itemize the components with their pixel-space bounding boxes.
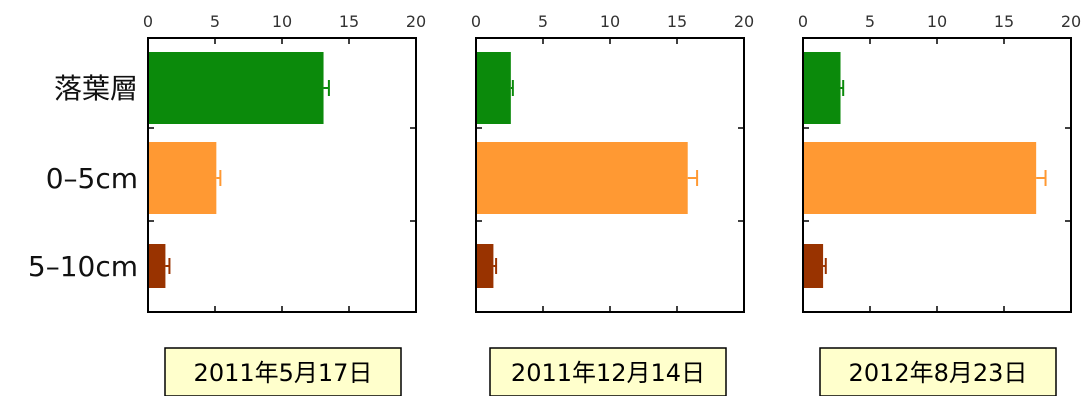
bar — [803, 142, 1037, 214]
x-tick-label: 20 — [406, 12, 426, 31]
x-tick-label: 10 — [600, 12, 620, 31]
bar — [148, 52, 324, 124]
bar — [476, 52, 511, 124]
x-tick-label: 0 — [798, 12, 808, 31]
x-tick-label: 15 — [667, 12, 687, 31]
chart-panel: 0 5 10 15 20 2011年5月17日 — [143, 12, 426, 396]
x-tick-label: 10 — [927, 12, 947, 31]
date-label: 2011年12月14日 — [511, 359, 705, 387]
chart-panel: 0 5 10 15 20 2011年12月14日 — [471, 12, 754, 396]
bar — [476, 142, 688, 214]
bar — [476, 244, 494, 288]
x-tick-label: 5 — [538, 12, 548, 31]
x-tick-label: 5 — [865, 12, 875, 31]
date-label: 2011年5月17日 — [194, 359, 373, 387]
x-tick-label: 15 — [994, 12, 1014, 31]
x-tick-label: 20 — [734, 12, 754, 31]
bar — [148, 142, 217, 214]
x-tick-label: 20 — [1061, 12, 1081, 31]
x-tick-label: 0 — [143, 12, 153, 31]
bar — [148, 244, 166, 288]
date-label-box — [164, 347, 402, 396]
bar — [803, 244, 824, 288]
category-label: 5–10cm — [28, 250, 138, 283]
date-label-box — [489, 347, 727, 396]
category-label: 0–5cm — [46, 162, 138, 195]
x-tick-label: 10 — [272, 12, 292, 31]
date-label: 2012年8月23日 — [849, 359, 1028, 387]
x-tick-label: 0 — [471, 12, 481, 31]
bar — [803, 52, 841, 124]
chart-panel: 0 5 10 15 20 2012年8月23日 — [798, 12, 1081, 396]
date-label-box — [819, 347, 1057, 396]
category-label: 落葉層 — [54, 72, 138, 105]
x-tick-label: 5 — [210, 12, 220, 31]
x-tick-label: 15 — [339, 12, 359, 31]
